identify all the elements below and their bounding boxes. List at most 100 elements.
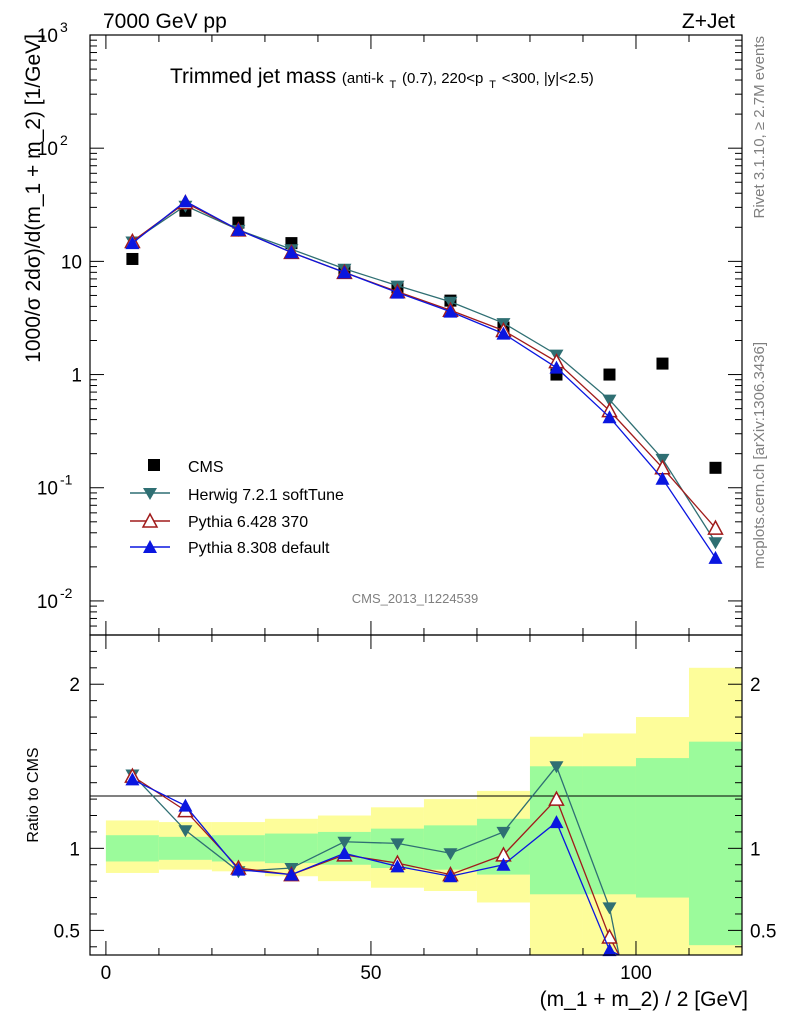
- energy-label: 7000 GeV pp: [103, 10, 227, 33]
- main-point-herwig: [602, 394, 617, 407]
- legend-label-cms: CMS: [188, 459, 224, 476]
- main-series-pythia8: [125, 194, 723, 564]
- ratio-y-axis-label: Ratio to CMS: [25, 747, 42, 842]
- main-y-tick-label: 1: [71, 366, 82, 387]
- main-y-tick-exponent: -1: [60, 472, 73, 488]
- ratio-point-pythia8: [549, 815, 564, 829]
- x-tick-label: 0: [101, 963, 112, 984]
- ratio-y-tick-label-right: 2: [750, 675, 761, 696]
- ratio-y-tick-label: 1: [69, 839, 80, 860]
- main-y-tick-label: 10: [37, 592, 58, 613]
- ratio-point-pythia8: [496, 857, 511, 871]
- ratio-y-tick-label-right: 1: [750, 839, 761, 860]
- main-series-group: [124, 194, 724, 564]
- chart-title-detail-5: <300, |y|<2.5): [502, 70, 594, 87]
- main-point-pythia8: [496, 326, 511, 340]
- ratio-band-green: [423, 825, 477, 870]
- main-point-pythia8: [125, 236, 140, 250]
- legend-label-pythia8: Pythia 8.308 default: [188, 540, 330, 557]
- ratio-point-pythia8: [390, 859, 405, 873]
- chart-title-detail-2: T: [389, 79, 396, 91]
- legend-marker-pythia6: [141, 512, 159, 528]
- x-axis-label: (m_1 + m_2) / 2 [GeV]: [540, 988, 748, 1011]
- ratio-series-pythia8: [125, 772, 620, 957]
- ratio-point-pythia8: [125, 772, 140, 786]
- main-point-cms: [603, 368, 616, 381]
- main-point-pythia8: [549, 360, 564, 374]
- ratio-point-herwig: [337, 836, 352, 849]
- ratio-point-herwig: [602, 902, 617, 915]
- legend-marker-herwig: [143, 488, 157, 500]
- main-point-cms: [709, 461, 722, 474]
- legend: CMS Herwig 7.2.1 softTune Pythia 6.428 3…: [130, 459, 344, 557]
- main-point-pythia8: [708, 550, 723, 564]
- main-point-pythia8: [231, 222, 246, 236]
- ratio-y-tick-label-right: 0.5: [750, 921, 776, 942]
- ratio-point-pythia8: [602, 943, 617, 957]
- ratio-point-herwig: [496, 826, 511, 839]
- main-point-pythia6: [707, 519, 724, 535]
- main-line-pythia8: [132, 200, 717, 559]
- ratio-axes: 0 50 100 0.5 0.5 1 1 2 2: [54, 635, 776, 984]
- main-y-tick-label: 10: [61, 252, 82, 273]
- ratio-point-herwig: [549, 761, 564, 774]
- ratio-point-herwig: [443, 848, 458, 861]
- ratio-band-green: [529, 766, 583, 895]
- mcplots-label: mcplots.cern.ch [arXiv:1306.3436]: [751, 342, 768, 569]
- main-point-pythia8: [602, 410, 617, 424]
- x-tick-label: 50: [360, 963, 381, 984]
- main-point-pythia8: [655, 471, 670, 485]
- main-y-tick-label: 10: [37, 26, 58, 47]
- main-y-tick-label: 10: [37, 139, 58, 160]
- main-point-pythia8: [284, 245, 299, 259]
- ratio-point-pythia8: [443, 869, 458, 883]
- ratio-point-pythia8: [337, 846, 352, 860]
- main-point-cms: [656, 357, 669, 370]
- main-point-cms: [126, 252, 139, 265]
- main-y-tick-exponent: 3: [60, 19, 68, 35]
- ratio-series-group: [124, 761, 620, 957]
- legend-marker-cms: [148, 459, 160, 471]
- main-series-cms: [126, 204, 722, 474]
- main-point-pythia8: [443, 304, 458, 318]
- main-y-tick-exponent: -2: [60, 585, 73, 601]
- ratio-band-green: [635, 758, 689, 898]
- ratio-point-pythia8: [284, 867, 299, 881]
- main-point-herwig: [708, 537, 723, 550]
- main-point-pythia8: [178, 194, 193, 208]
- main-y-axis-label: 1000/σ 2dσ)/d(m_1 + m_2) [1/GeV]: [22, 34, 45, 363]
- ratio-point-herwig: [178, 825, 193, 838]
- main-series-pythia6: [124, 194, 724, 535]
- rivet-version-label: Rivet 3.1.10, ≥ 2.7M events: [751, 36, 768, 219]
- ratio-uncertainty-bands: [105, 667, 742, 955]
- process-label: Z+Jet: [682, 10, 735, 33]
- chart-title-detail-4: T: [489, 79, 496, 91]
- ratio-plot-frame: [89, 634, 743, 956]
- ratio-band-green: [264, 833, 318, 864]
- main-point-pythia8: [337, 265, 352, 279]
- ratio-point-pythia8: [178, 798, 193, 812]
- ratio-point-pythia8: [231, 862, 246, 876]
- chart-title: Trimmed jet mass (anti-k T (0.7), 220<p …: [170, 65, 594, 93]
- legend-marker-pythia8: [143, 540, 157, 553]
- ratio-y-tick-label: 0.5: [54, 921, 80, 942]
- analysis-watermark: CMS_2013_I1224539: [352, 591, 479, 606]
- legend-label-herwig: Herwig 7.2.1 softTune: [188, 487, 344, 504]
- main-line-pythia6: [132, 201, 716, 529]
- ratio-point-pythia6: [601, 928, 618, 944]
- chart-title-detail-3: (0.7), 220<p: [402, 70, 483, 87]
- chart-title-main: Trimmed jet mass: [170, 65, 336, 88]
- main-point-pythia8: [390, 285, 405, 299]
- x-tick-label: 100: [620, 963, 652, 984]
- ratio-point-herwig: [390, 838, 405, 851]
- ratio-band-green: [105, 835, 159, 862]
- legend-label-pythia6: Pythia 6.428 370: [188, 514, 308, 531]
- ratio-band-green: [688, 741, 742, 946]
- ratio-band-green: [158, 836, 212, 860]
- ratio-y-tick-label: 2: [69, 675, 80, 696]
- ratio-band-green: [582, 766, 636, 895]
- main-y-tick-label: 10: [37, 479, 58, 500]
- chart-title-detail-1: (anti-k: [342, 70, 384, 87]
